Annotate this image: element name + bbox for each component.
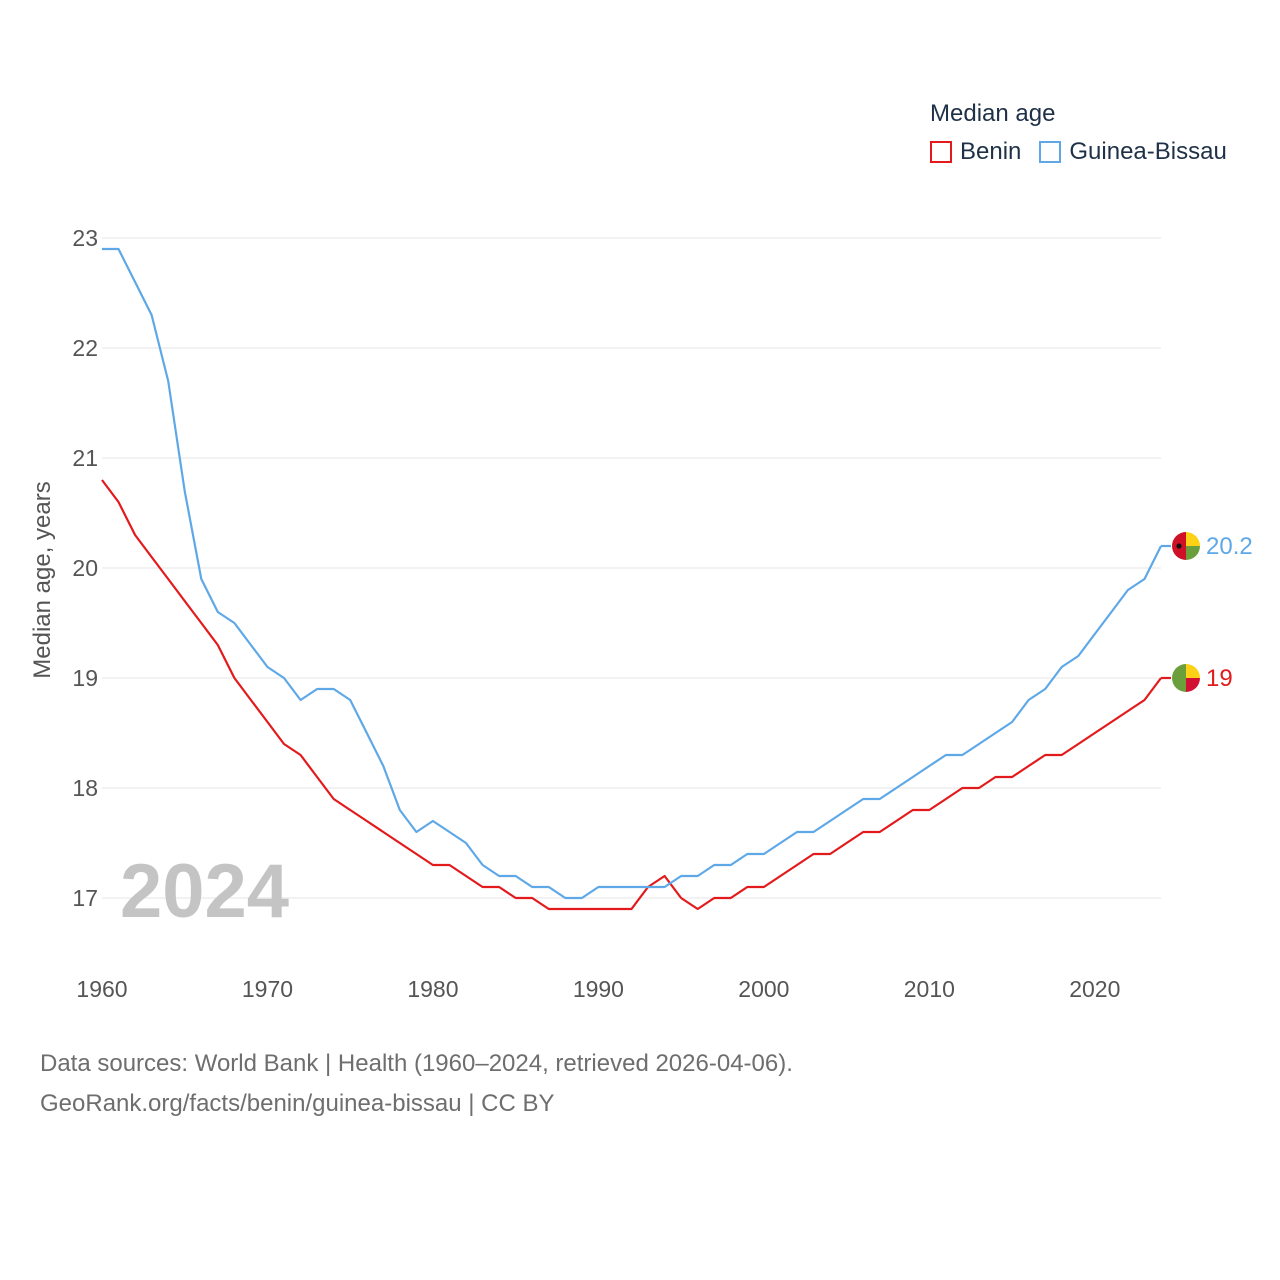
legend: Median age Benin Guinea-Bissau bbox=[930, 100, 1245, 166]
legend-label-benin: Benin bbox=[960, 138, 1022, 165]
y-axis-ticks: 17 18 19 20 21 22 23 bbox=[72, 225, 98, 911]
series-lines bbox=[101, 247, 1162, 911]
legend-title: Median age bbox=[930, 100, 1056, 127]
x-tick-label-1990: 1990 bbox=[573, 976, 624, 1002]
data-source-text: Data sources: World Bank | Health (1960–… bbox=[40, 1050, 793, 1077]
legend-swatch-guinea-bissau bbox=[1039, 141, 1062, 163]
x-tick-label-1980: 1980 bbox=[407, 976, 458, 1002]
legend-swatch-benin bbox=[930, 141, 952, 163]
end-markers: 19 20.2 bbox=[1161, 532, 1253, 692]
end-label-guinea-bissau: 20.2 bbox=[1206, 533, 1253, 560]
gridlines bbox=[102, 237, 1161, 899]
y-tick-label-21: 21 bbox=[72, 445, 98, 471]
y-tick-label-17: 17 bbox=[72, 885, 98, 911]
end-label-benin: 19 bbox=[1206, 665, 1233, 692]
x-axis-ticks: 1960 1970 1980 1990 2000 2010 2020 bbox=[76, 976, 1120, 1002]
x-tick-label-1970: 1970 bbox=[242, 976, 293, 1002]
x-tick-label-2000: 2000 bbox=[738, 976, 789, 1002]
footer: Data sources: World Bank | Health (1960–… bbox=[40, 1044, 793, 1124]
legend-label-guinea-bissau: Guinea-Bissau bbox=[1069, 138, 1227, 165]
y-tick-label-23: 23 bbox=[72, 225, 98, 251]
source-link[interactable]: GeoRank.org/facts/benin/guinea-bissau | … bbox=[40, 1090, 555, 1117]
legend-item-benin[interactable]: Benin bbox=[930, 138, 1021, 166]
x-tick-label-1960: 1960 bbox=[76, 976, 127, 1002]
series-line-guinea-bissau bbox=[102, 247, 1162, 900]
flag-guinea-bissau-icon bbox=[1172, 532, 1200, 560]
y-tick-label-22: 22 bbox=[72, 335, 98, 361]
x-tick-label-2020: 2020 bbox=[1069, 976, 1120, 1002]
y-tick-label-20: 20 bbox=[72, 555, 98, 581]
y-axis-title: Median age, years bbox=[29, 481, 56, 678]
series-line-benin bbox=[101, 479, 1162, 911]
year-watermark: 2024 bbox=[120, 849, 290, 934]
flag-benin-icon bbox=[1172, 664, 1200, 692]
y-tick-label-18: 18 bbox=[72, 775, 98, 801]
y-tick-label-19: 19 bbox=[72, 665, 98, 691]
legend-item-guinea-bissau[interactable]: Guinea-Bissau bbox=[1039, 138, 1227, 166]
x-tick-label-2010: 2010 bbox=[904, 976, 955, 1002]
